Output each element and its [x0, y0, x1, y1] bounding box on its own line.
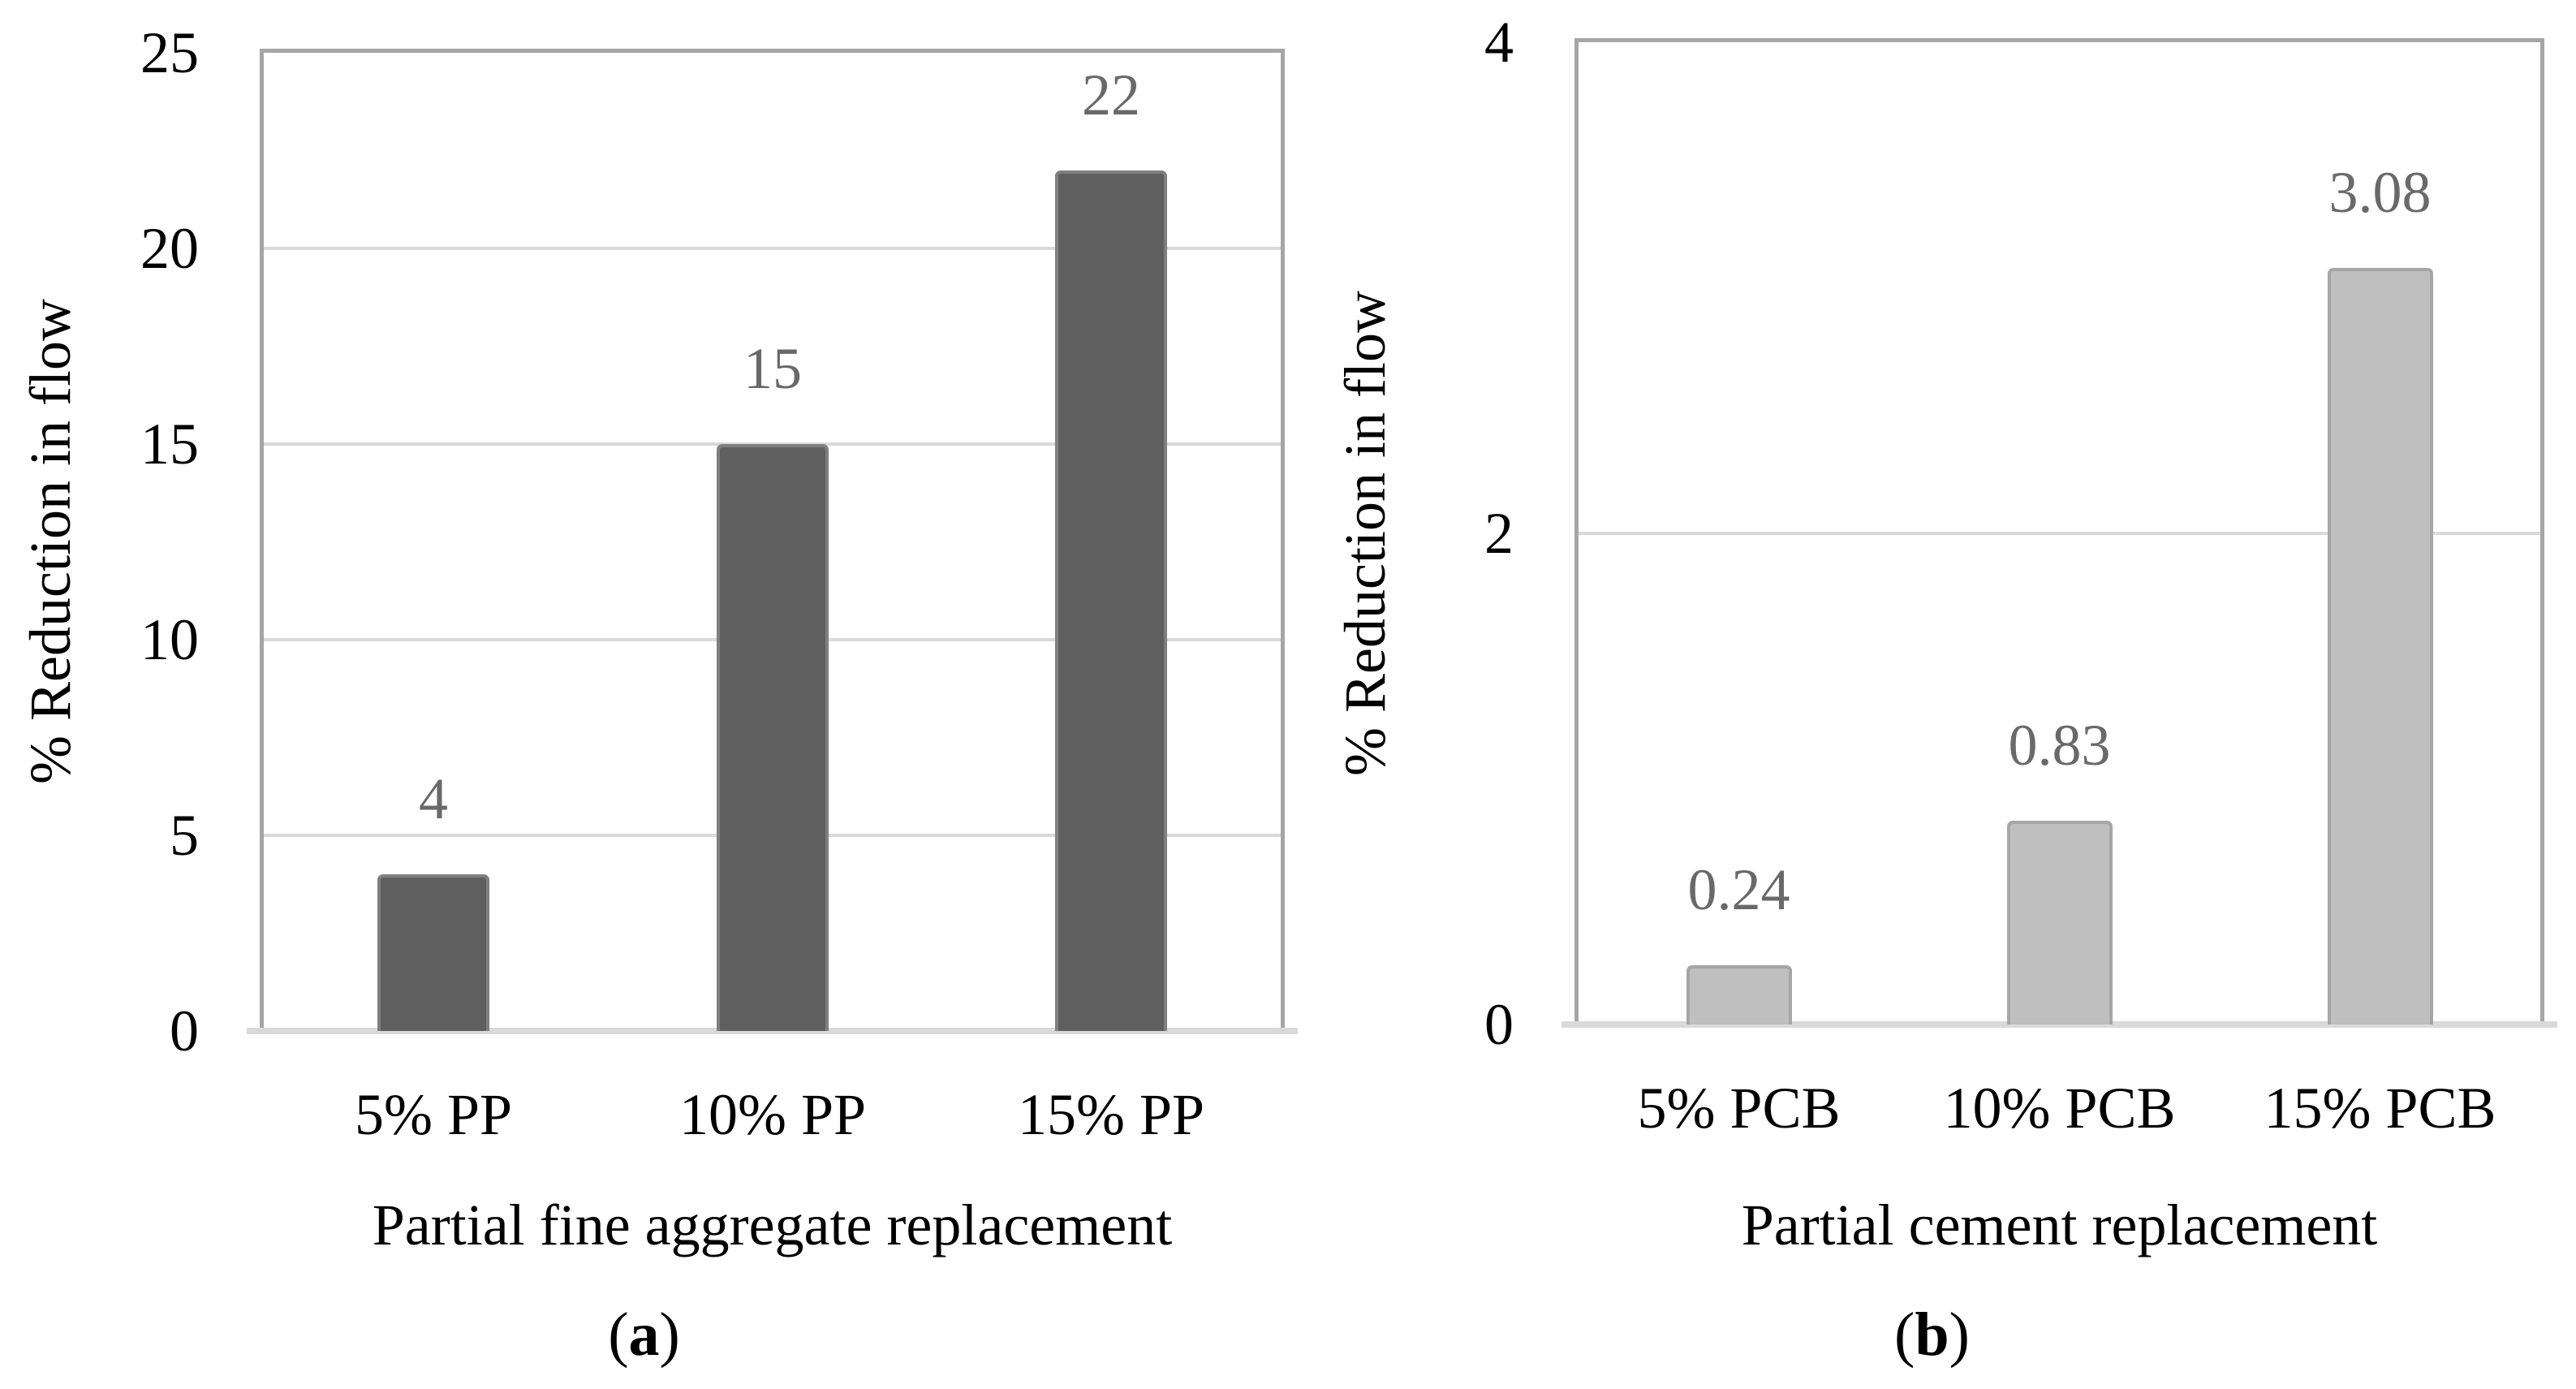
y-axis-tick-label: 0: [170, 999, 199, 1063]
x-category-label: 15% PP: [1017, 1082, 1205, 1147]
y-axis-tick-label: 20: [140, 216, 199, 281]
x-category-label: 5% PP: [354, 1082, 513, 1147]
bar-value-label: 22: [1082, 63, 1140, 127]
y-axis-tick-label: 0: [1484, 992, 1514, 1057]
y-axis-tick-label: 4: [1484, 10, 1514, 75]
caption-close-paren: ): [659, 1301, 680, 1369]
y-axis-tick-label: 25: [140, 20, 199, 85]
bar-15%-PP: [1055, 170, 1167, 1031]
chart-panel-b: % Reduction in flow 0.24 0.83 3.08 Partial…: [1288, 0, 2576, 1389]
x-axis-line-b: [1562, 1021, 2557, 1028]
panel-caption-b: (b): [1288, 1296, 2576, 1374]
bar-5%-PCB: [1686, 965, 1792, 1024]
y-axis-title-a: % Reduction in flow: [18, 299, 83, 784]
x-category-label: 15% PCB: [2264, 1076, 2496, 1141]
x-axis-line-a: [247, 1028, 1298, 1034]
caption-open-paren: (: [1894, 1301, 1915, 1369]
plot-area-b: 0.24 0.83 3.08: [1562, 38, 2557, 1028]
y-axis-tick-label: 15: [140, 412, 199, 477]
x-category-label: 10% PP: [678, 1082, 867, 1147]
y-axis-tick-label: 10: [140, 607, 199, 672]
bar-10%-PP: [717, 444, 829, 1031]
plot-area-a: 4 15 22: [247, 49, 1298, 1034]
bar-value-label: 3.08: [2328, 160, 2432, 225]
bar-5%-PP: [377, 874, 489, 1031]
caption-letter: b: [1915, 1301, 1949, 1369]
caption-open-paren: (: [608, 1301, 629, 1369]
bar-value-label: 0.83: [2008, 713, 2111, 778]
panel-caption-a: (a): [0, 1296, 1288, 1374]
x-category-label: 5% PCB: [1637, 1076, 1841, 1141]
caption-close-paren: ): [1949, 1301, 1970, 1369]
gridline-20: [264, 247, 1281, 250]
bar-value-label: 15: [743, 336, 802, 401]
chart-panel-a: % Reduction in flow 4 15 22 Partial fine a…: [0, 20, 1298, 1374]
bar-value-label: 4: [419, 766, 448, 831]
x-axis-title-b: Partial cement replacement: [1741, 1193, 2378, 1257]
bar-15%-PCB: [2328, 268, 2433, 1024]
bar-10%-PCB: [2007, 821, 2113, 1024]
y-axis-tick-label: 2: [1484, 501, 1514, 566]
x-axis-title-a: Partial fine aggregate replacement: [372, 1193, 1173, 1257]
y-axis-tick-label: 5: [170, 803, 199, 868]
bar-value-label: 0.24: [1687, 857, 1790, 922]
x-category-label: 10% PCB: [1943, 1076, 2176, 1141]
gridline-2: [1579, 532, 2540, 535]
caption-letter: a: [628, 1301, 660, 1369]
